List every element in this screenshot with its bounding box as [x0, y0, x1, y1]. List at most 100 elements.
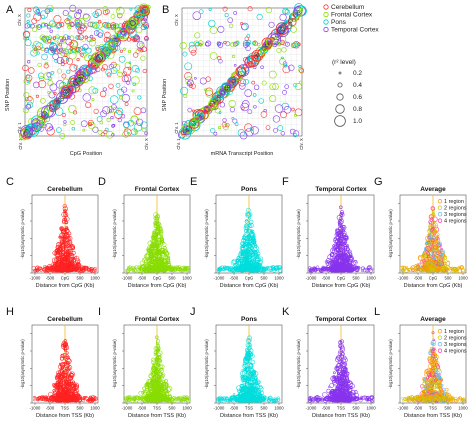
snp-marker	[55, 22, 62, 29]
cis-marker	[49, 105, 55, 111]
snp-marker	[294, 83, 302, 91]
panel-title: Frontal Cortex	[135, 186, 180, 193]
snp-marker	[80, 24, 87, 32]
cis-marker	[95, 54, 104, 62]
snp-marker	[76, 58, 80, 62]
association-marker	[63, 242, 70, 249]
snp-marker	[93, 108, 99, 114]
snp-marker	[73, 64, 78, 69]
snp-marker	[114, 110, 123, 119]
association-marker	[62, 203, 67, 209]
cis-marker	[137, 15, 141, 19]
snp-marker	[268, 70, 277, 79]
snp-marker	[299, 68, 305, 74]
association-marker	[69, 240, 72, 243]
snp-marker	[37, 62, 42, 68]
association-marker	[61, 217, 67, 223]
snp-marker	[57, 48, 63, 54]
snp-marker	[111, 104, 117, 110]
snp-marker	[222, 6, 228, 12]
association-marker	[52, 250, 58, 256]
snp-marker	[128, 61, 132, 65]
association-marker	[62, 263, 66, 268]
snp-marker	[231, 54, 236, 59]
snp-marker	[137, 95, 142, 100]
snp-marker	[124, 127, 129, 132]
x-tick-label: -500	[46, 276, 55, 281]
panel-label-a: A	[6, 4, 14, 16]
snp-marker	[65, 19, 72, 26]
snp-marker	[48, 20, 56, 28]
snp-marker	[22, 64, 29, 72]
snp-marker	[32, 40, 41, 49]
snp-marker	[43, 63, 49, 69]
cis-marker	[230, 76, 237, 83]
snp-marker	[122, 47, 126, 51]
snp-marker	[69, 21, 75, 27]
snp-marker	[95, 21, 103, 29]
cis-marker	[79, 64, 92, 77]
snp-marker	[69, 40, 79, 49]
x-tick-label: 1000	[274, 276, 284, 281]
cis-marker	[41, 111, 49, 119]
snp-marker	[282, 7, 289, 15]
snp-marker	[89, 34, 94, 39]
snp-marker	[63, 120, 67, 124]
snp-marker	[106, 117, 111, 122]
snp-marker	[110, 116, 114, 120]
snp-marker	[144, 131, 148, 135]
snp-marker	[117, 7, 120, 11]
snp-marker	[71, 126, 76, 131]
snp-marker	[53, 36, 59, 42]
cis-marker	[299, 7, 304, 13]
x-tick-label: -1000	[306, 276, 317, 281]
snp-marker	[41, 23, 46, 28]
snp-marker	[82, 43, 89, 51]
snp-marker	[100, 110, 107, 118]
snp-marker	[40, 98, 46, 104]
snp-marker	[127, 66, 132, 71]
panel-b-xright: Chr. X	[299, 138, 304, 150]
snp-marker	[49, 29, 53, 33]
cis-marker	[128, 21, 138, 31]
snp-marker	[93, 13, 99, 19]
association-marker	[71, 263, 74, 266]
snp-marker	[71, 41, 78, 48]
cis-marker	[43, 113, 47, 117]
association-marker	[58, 246, 63, 251]
snp-marker	[132, 37, 137, 43]
snp-marker	[115, 83, 121, 88]
snp-marker	[117, 71, 123, 78]
snp-marker	[280, 131, 285, 136]
association-marker	[57, 242, 60, 245]
cis-marker	[296, 5, 307, 17]
snp-marker	[47, 76, 52, 81]
cis-marker	[247, 52, 259, 64]
snp-marker	[282, 89, 287, 95]
snp-marker	[41, 53, 48, 61]
panel-xlabel: Distance from CpG (Kb)	[220, 283, 279, 289]
snp-marker	[47, 23, 53, 29]
association-marker	[74, 255, 80, 261]
snp-marker	[92, 21, 100, 29]
association-marker	[61, 242, 67, 248]
snp-marker	[59, 133, 66, 139]
snp-marker	[84, 35, 88, 39]
snp-marker	[122, 71, 127, 76]
snp-marker	[110, 24, 117, 31]
snp-marker	[34, 9, 41, 15]
snp-marker	[75, 23, 82, 30]
snp-marker	[79, 52, 84, 57]
cis-marker	[246, 61, 253, 68]
snp-marker	[124, 102, 129, 106]
snp-marker	[289, 128, 296, 135]
snp-marker	[27, 96, 33, 102]
snp-marker	[247, 109, 253, 115]
association-marker	[64, 228, 70, 233]
r2-legend-swatch	[336, 93, 344, 101]
snp-marker	[198, 9, 204, 15]
panel-b-xleft: Chr. 1	[176, 138, 181, 150]
snp-marker	[68, 41, 74, 47]
r2-legend: 0.20.40.60.81.0	[334, 70, 362, 127]
snp-marker	[69, 4, 77, 12]
